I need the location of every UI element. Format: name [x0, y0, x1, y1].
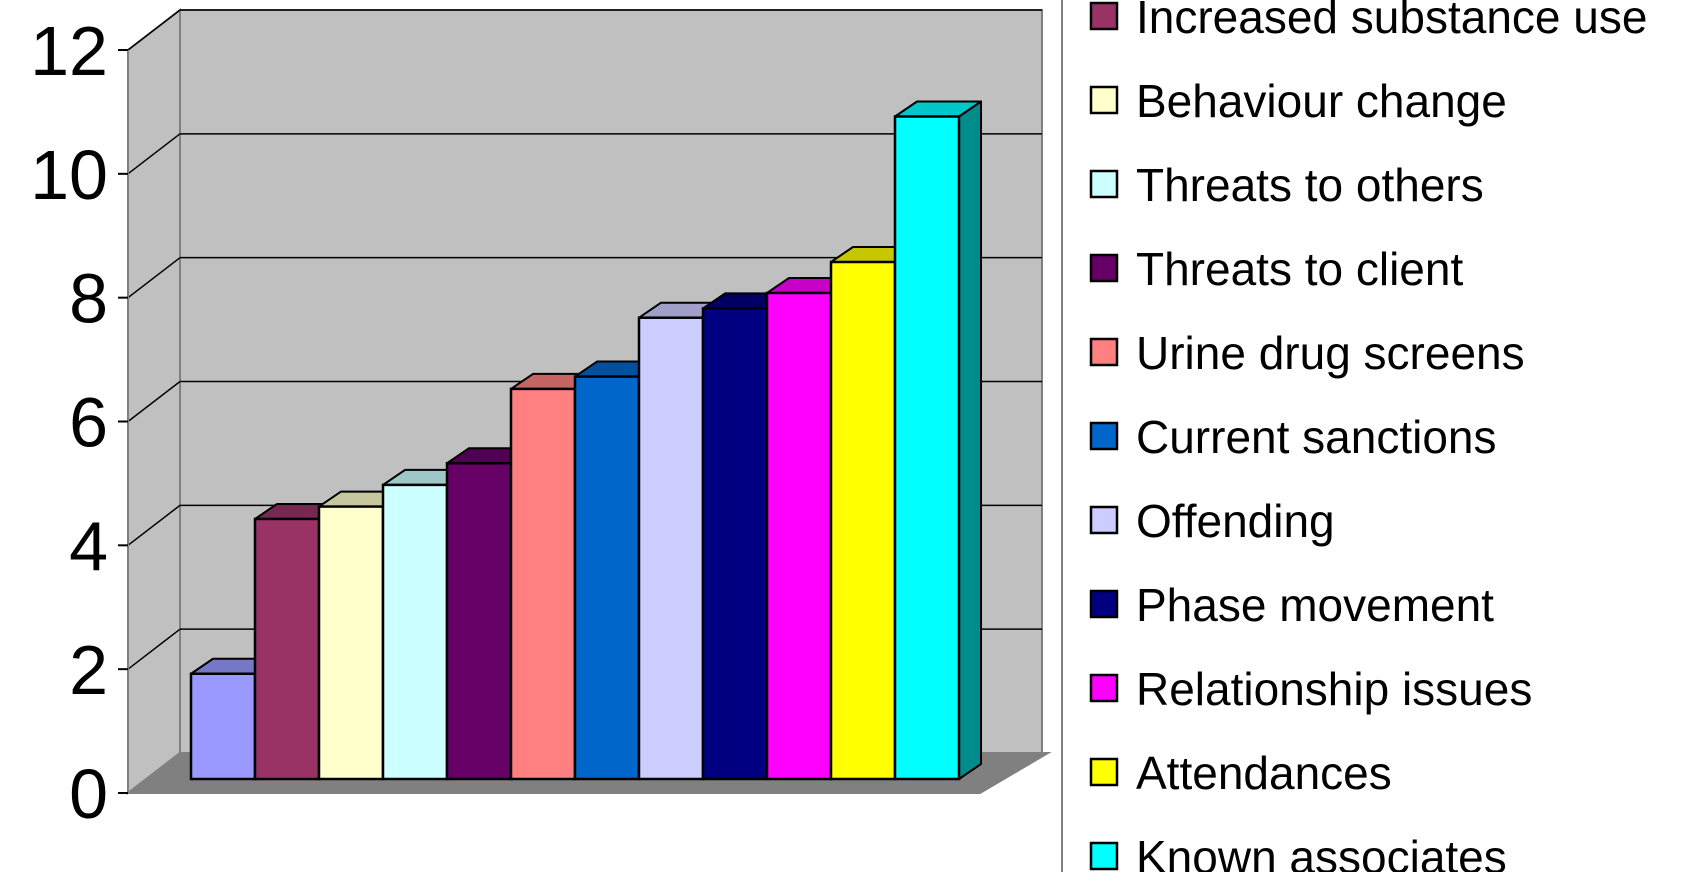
legend-label: Phase movement: [1136, 579, 1494, 631]
legend-label: Threats to client: [1136, 243, 1463, 295]
chart-bars: [189, 100, 982, 781]
y-tick-label: 12: [30, 12, 108, 90]
gridline-side: [127, 380, 181, 423]
legend-item: Offending: [1089, 495, 1335, 547]
legend-swatch: [1089, 253, 1119, 283]
bar-front: [381, 483, 449, 781]
y-tick-label: 8: [69, 260, 108, 338]
legend-item: Urine drug screens: [1089, 327, 1525, 379]
legend-label: Behaviour change: [1136, 75, 1507, 127]
bar-front: [445, 461, 513, 781]
legend-item: Relationship issues: [1089, 663, 1532, 715]
legend-swatch: [1089, 169, 1119, 199]
y-axis: 0 2 4 6 8 10 12: [30, 12, 129, 833]
bar-side: [958, 100, 982, 780]
gridline-side: [127, 9, 181, 51]
y-tick-label: 6: [69, 384, 108, 462]
legend-item: Threats to others: [1089, 159, 1484, 211]
legend-item: Known associates: [1089, 831, 1507, 872]
bar-front: [637, 316, 705, 781]
bar-front: [253, 517, 321, 781]
legend-label: Urine drug screens: [1136, 327, 1525, 379]
legend-label: Offending: [1136, 495, 1335, 547]
legend-swatch: [1089, 841, 1119, 871]
legend-label: Increased substance use: [1136, 0, 1647, 43]
bar-front: [189, 672, 257, 781]
legend: Increased substance use Behaviour change T…: [1061, 0, 1647, 872]
legend-label: Current sanctions: [1136, 411, 1497, 463]
bar-front: [829, 260, 897, 781]
legend-swatch: [1089, 589, 1119, 619]
legend-label: Attendances: [1136, 747, 1392, 799]
legend-swatch: [1089, 421, 1119, 451]
legend-swatch: [1089, 505, 1119, 535]
legend-item: Attendances: [1089, 747, 1392, 799]
bar-front: [701, 307, 769, 781]
legend-item: Threats to client: [1089, 243, 1463, 295]
legend-label: Relationship issues: [1136, 663, 1532, 715]
y-tick-label: 2: [69, 631, 108, 709]
bar-front: [317, 505, 385, 781]
bar-front: [573, 375, 641, 781]
bar-front: [893, 115, 961, 781]
bar: [893, 100, 982, 781]
y-tick-label: 4: [69, 507, 108, 585]
bar-front: [765, 291, 833, 781]
legend-swatch: [1089, 337, 1119, 367]
bar-front: [509, 387, 577, 781]
legend-item: Increased substance use: [1089, 0, 1647, 43]
gridline-side: [127, 133, 181, 175]
legend-swatch: [1089, 757, 1119, 787]
legend-swatch: [1089, 1, 1119, 31]
legend-swatch: [1089, 85, 1119, 115]
legend-item: Current sanctions: [1089, 411, 1497, 463]
legend-swatch: [1089, 673, 1119, 703]
gridline-side: [127, 504, 181, 546]
legend-item: Phase movement: [1089, 579, 1494, 631]
y-tick-label: 0: [69, 755, 108, 833]
gridline-side: [127, 628, 181, 670]
legend-label: Known associates: [1136, 831, 1507, 872]
gridline-side: [127, 257, 181, 299]
legend-label: Threats to others: [1136, 159, 1484, 211]
y-tick-label: 10: [30, 136, 108, 214]
legend-item: Behaviour change: [1089, 75, 1507, 127]
